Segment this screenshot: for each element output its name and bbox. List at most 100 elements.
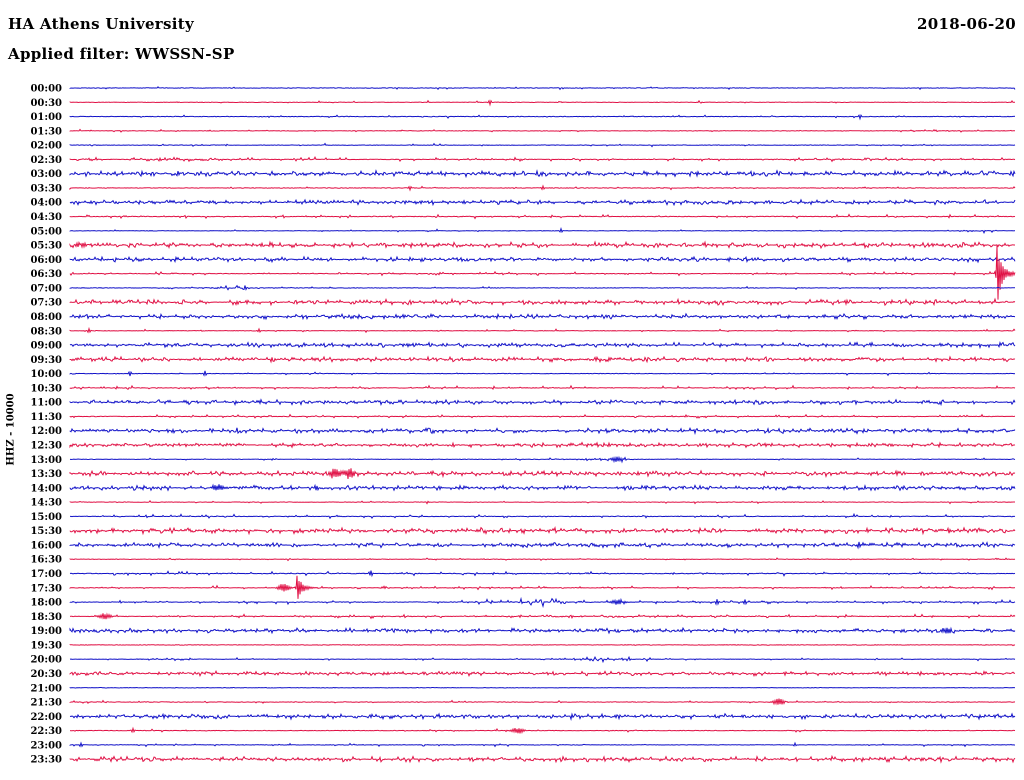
trace-time-label: 08:00 xyxy=(30,312,62,323)
trace-row-0330 xyxy=(69,184,1016,192)
trace-row-2130 xyxy=(69,698,1016,706)
trace-time-label: 00:00 xyxy=(30,84,62,95)
trace-row-0130 xyxy=(69,128,1016,133)
trace-time-label: 00:30 xyxy=(30,98,62,109)
trace-time-label: 19:00 xyxy=(30,626,62,637)
trace-time-label: 07:00 xyxy=(30,283,62,294)
trace-time-label: 14:30 xyxy=(30,498,62,509)
trace-time-label: 20:30 xyxy=(30,669,62,680)
trace-row-1400 xyxy=(69,483,1016,492)
trace-row-1600 xyxy=(69,541,1016,550)
trace-time-label: 15:00 xyxy=(30,512,62,523)
trace-time-label: 04:30 xyxy=(30,212,62,223)
trace-time-label: 01:30 xyxy=(30,126,62,137)
trace-row-0000 xyxy=(69,86,1016,91)
trace-time-label: 12:00 xyxy=(30,426,62,437)
trace-row-1230 xyxy=(69,441,1016,449)
trace-row-0800 xyxy=(69,312,1016,321)
trace-row-0230 xyxy=(69,156,1016,163)
trace-time-label: 20:00 xyxy=(30,655,62,666)
trace-time-label: 22:00 xyxy=(30,712,62,723)
trace-time-label: 04:00 xyxy=(30,198,62,209)
trace-row-1630 xyxy=(69,557,1016,562)
trace-time-label: 18:30 xyxy=(30,612,62,623)
trace-row-0030 xyxy=(69,99,1016,107)
trace-time-label: 17:30 xyxy=(30,583,62,594)
trace-time-label: 21:00 xyxy=(30,683,62,694)
trace-time-label: 02:00 xyxy=(30,141,62,152)
trace-row-1700 xyxy=(69,570,1016,578)
trace-time-label: 15:30 xyxy=(30,526,62,537)
trace-row-2200 xyxy=(69,712,1016,722)
trace-time-label: 16:00 xyxy=(30,541,62,552)
trace-time-label: 18:00 xyxy=(30,598,62,609)
trace-row-1200 xyxy=(69,427,1016,436)
trace-time-label: 11:30 xyxy=(30,412,62,423)
trace-row-0300 xyxy=(69,169,1016,179)
trace-row-0830 xyxy=(69,326,1016,334)
trace-time-label: 23:30 xyxy=(30,755,62,766)
trace-row-1430 xyxy=(69,499,1015,505)
trace-row-1900 xyxy=(69,626,1016,635)
trace-row-2230 xyxy=(69,726,1016,734)
trace-row-0600 xyxy=(69,255,1016,264)
trace-time-label: 13:30 xyxy=(30,469,62,480)
trace-row-1530 xyxy=(69,526,1016,536)
trace-row-0200 xyxy=(69,142,1016,148)
trace-time-label: 21:30 xyxy=(30,698,62,709)
trace-time-label: 22:30 xyxy=(30,726,62,737)
trace-time-label: 09:30 xyxy=(30,355,62,366)
trace-row-0400 xyxy=(69,198,1016,207)
trace-row-1100 xyxy=(69,398,1016,407)
trace-row-1000 xyxy=(69,370,1016,377)
trace-row-2030 xyxy=(69,669,1015,677)
trace-time-label: 03:30 xyxy=(30,184,62,195)
trace-row-0900 xyxy=(69,341,1016,350)
trace-row-2300 xyxy=(69,741,1015,748)
trace-time-label: 14:00 xyxy=(30,483,62,494)
trace-row-0700 xyxy=(69,284,1015,291)
trace-time-label: 03:00 xyxy=(30,169,62,180)
trace-time-label: 06:00 xyxy=(30,255,62,266)
trace-row-0430 xyxy=(69,213,1016,220)
trace-time-label: 13:00 xyxy=(30,455,62,466)
trace-time-label: 23:00 xyxy=(30,740,62,751)
trace-time-label: 09:00 xyxy=(30,341,62,352)
trace-row-1130 xyxy=(69,413,1016,419)
trace-time-label: 06:30 xyxy=(30,269,62,280)
trace-time-label: 16:30 xyxy=(30,555,62,566)
trace-time-label: 10:30 xyxy=(30,383,62,394)
trace-row-0930 xyxy=(69,355,1016,364)
trace-row-1730 xyxy=(69,575,1016,599)
trace-row-1030 xyxy=(69,384,1016,391)
trace-time-label: 11:00 xyxy=(30,398,62,409)
trace-row-0730 xyxy=(69,297,1016,307)
trace-row-2330 xyxy=(69,754,1016,764)
trace-time-label: 05:00 xyxy=(30,226,62,237)
trace-row-2100 xyxy=(69,686,1016,689)
trace-time-label: 05:30 xyxy=(30,241,62,252)
trace-time-label: 02:30 xyxy=(30,155,62,166)
applied-filter-label: Applied filter: WWSSN-SP xyxy=(8,45,235,63)
date-label: 2018-06-20 xyxy=(917,15,1016,33)
trace-time-label: 17:00 xyxy=(30,569,62,580)
trace-row-1800 xyxy=(69,596,1016,609)
trace-time-label: 08:30 xyxy=(30,326,62,337)
trace-row-1830 xyxy=(69,612,1016,620)
trace-time-label: 10:00 xyxy=(30,369,62,380)
trace-row-1330 xyxy=(69,468,1016,480)
trace-time-label: 01:00 xyxy=(30,112,62,123)
trace-time-label: 19:30 xyxy=(30,640,62,651)
trace-row-2000 xyxy=(69,655,1016,664)
trace-row-1500 xyxy=(70,512,1016,520)
trace-time-label: 07:30 xyxy=(30,298,62,309)
trace-time-label: 12:30 xyxy=(30,441,62,452)
trace-row-0500 xyxy=(69,227,1015,235)
station-title: HA Athens University xyxy=(8,15,194,33)
trace-row-1300 xyxy=(69,455,1016,464)
trace-row-0630 xyxy=(69,245,1016,300)
trace-row-0530 xyxy=(69,240,1015,250)
trace-row-0100 xyxy=(69,114,1016,121)
